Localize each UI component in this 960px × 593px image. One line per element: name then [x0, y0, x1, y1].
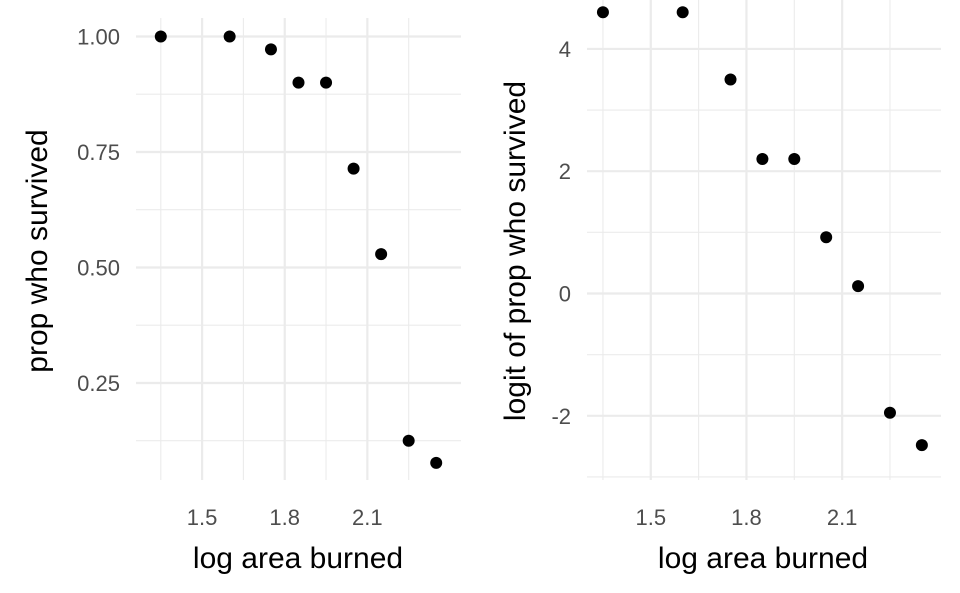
panel-2-y-tick-labels: -2 0 2 4 — [551, 37, 571, 429]
y-tick-label: 0.75 — [77, 140, 120, 165]
data-point — [852, 280, 865, 293]
data-point — [915, 439, 928, 452]
x-tick-label: 2.1 — [352, 505, 383, 530]
y-tick-label: 4 — [559, 37, 571, 62]
panel-logit-survival: 1.5 1.8 2.1 -2 0 2 4 log area burned logit of… — [499, 0, 941, 575]
x-tick-label: 1.8 — [269, 505, 300, 530]
y-tick-label: -2 — [551, 404, 571, 429]
y-tick-label: 0.25 — [77, 371, 120, 396]
data-point — [320, 76, 333, 89]
data-point — [820, 231, 833, 244]
panel-1-y-tick-labels: 0.25 0.50 0.75 1.00 — [77, 24, 120, 396]
data-point — [724, 73, 737, 86]
panel-1-x-tick-labels: 1.5 1.8 2.1 — [187, 505, 383, 530]
panel-2-x-axis-title: log area burned — [658, 542, 868, 575]
x-tick-label: 1.5 — [187, 505, 218, 530]
data-point — [430, 456, 443, 469]
panel-2-points — [596, 6, 928, 452]
data-point — [223, 30, 236, 43]
data-point — [264, 43, 277, 56]
panel-1-grid — [136, 18, 461, 480]
data-point — [596, 6, 609, 19]
data-point — [883, 406, 896, 419]
data-point — [788, 152, 801, 165]
data-point — [292, 76, 305, 89]
data-point — [402, 434, 415, 447]
panel-1-x-axis-title: log area burned — [193, 542, 403, 575]
y-tick-label: 0.50 — [77, 255, 120, 280]
data-point — [347, 162, 360, 175]
panel-1-y-axis-title: prop who survived — [21, 129, 54, 372]
data-point — [154, 30, 167, 43]
panel-2-y-axis-title: logit of prop who survived — [499, 81, 532, 421]
data-point — [756, 152, 769, 165]
y-tick-label: 1.00 — [77, 24, 120, 49]
x-tick-label: 2.1 — [827, 505, 858, 530]
data-point — [375, 248, 388, 261]
x-tick-label: 1.5 — [635, 505, 666, 530]
panel-2-grid — [587, 0, 941, 480]
panel-2-x-tick-labels: 1.5 1.8 2.1 — [635, 505, 857, 530]
data-point — [676, 6, 689, 19]
panel-survival-proportion: 1.5 1.8 2.1 0.25 0.50 0.75 1.00 log area burn… — [21, 18, 461, 575]
y-tick-label: 0 — [559, 282, 571, 307]
y-tick-label: 2 — [559, 159, 571, 184]
panel-1-points — [154, 30, 443, 469]
x-tick-label: 1.8 — [731, 505, 762, 530]
